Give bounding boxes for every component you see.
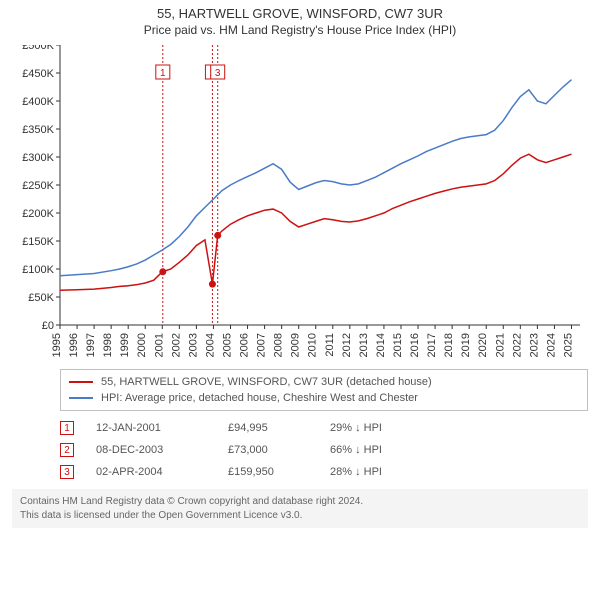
legend: 55, HARTWELL GROVE, WINSFORD, CW7 3UR (d…: [60, 369, 588, 411]
x-tick-label: 2024: [545, 333, 557, 357]
y-tick-label: £500K: [22, 45, 54, 52]
x-tick-label: 2005: [221, 333, 233, 357]
x-tick-label: 2008: [273, 333, 285, 357]
marker-dot: [209, 281, 216, 288]
title-block: 55, HARTWELL GROVE, WINSFORD, CW7 3UR Pr…: [0, 0, 600, 37]
x-tick-label: 2012: [341, 333, 353, 357]
x-tick-label: 1995: [51, 333, 63, 357]
x-tick-label: 2017: [426, 333, 438, 357]
transaction-price: £94,995: [228, 422, 308, 434]
y-tick-label: £450K: [22, 68, 54, 80]
legend-row: HPI: Average price, detached house, Ches…: [69, 390, 579, 406]
x-tick-label: 2016: [409, 333, 421, 357]
x-tick-label: 2011: [324, 333, 336, 357]
y-tick-label: £150K: [22, 236, 54, 248]
x-tick-label: 2000: [136, 333, 148, 357]
marker-dot: [159, 268, 166, 275]
transaction-row: 3 02-APR-2004 £159,950 28% ↓ HPI: [60, 461, 588, 483]
transaction-date: 12-JAN-2001: [96, 422, 206, 434]
x-tick-label: 2023: [528, 333, 540, 357]
marker-number: 3: [215, 68, 221, 79]
legend-label: 55, HARTWELL GROVE, WINSFORD, CW7 3UR (d…: [101, 376, 432, 388]
y-tick-label: £250K: [22, 180, 54, 192]
y-tick-label: £100K: [22, 264, 54, 276]
x-tick-label: 1996: [68, 333, 80, 357]
x-tick-label: 2020: [477, 333, 489, 357]
transaction-date: 08-DEC-2003: [96, 444, 206, 456]
x-tick-label: 2002: [170, 333, 182, 357]
x-tick-label: 2019: [460, 333, 472, 357]
x-tick-label: 2018: [443, 333, 455, 357]
x-tick-label: 2015: [392, 333, 404, 357]
x-tick-label: 2006: [239, 333, 251, 357]
marker-dot: [214, 232, 221, 239]
legend-swatch: [69, 381, 93, 383]
transaction-delta: 29% ↓ HPI: [330, 422, 382, 434]
series-hpi: [60, 80, 571, 276]
x-tick-label: 2014: [375, 333, 387, 357]
y-tick-label: £50K: [28, 292, 54, 304]
transaction-table: 1 12-JAN-2001 £94,995 29% ↓ HPI 2 08-DEC…: [60, 417, 588, 483]
y-tick-label: £0: [42, 320, 54, 332]
x-tick-label: 2022: [511, 333, 523, 357]
legend-row: 55, HARTWELL GROVE, WINSFORD, CW7 3UR (d…: [69, 374, 579, 390]
x-tick-label: 2021: [494, 333, 506, 357]
y-tick-label: £300K: [22, 152, 54, 164]
x-tick-label: 2001: [153, 333, 165, 357]
footnote-line: Contains HM Land Registry data © Crown c…: [20, 495, 580, 509]
transaction-marker: 3: [60, 465, 74, 479]
x-tick-label: 1997: [85, 333, 97, 357]
title-main: 55, HARTWELL GROVE, WINSFORD, CW7 3UR: [0, 6, 600, 21]
x-tick-label: 1999: [119, 333, 131, 357]
transaction-marker: 2: [60, 443, 74, 457]
transaction-delta: 28% ↓ HPI: [330, 466, 382, 478]
transaction-date: 02-APR-2004: [96, 466, 206, 478]
transaction-marker: 1: [60, 421, 74, 435]
x-tick-label: 2010: [307, 333, 319, 357]
chart-container: £0 £50K £100K £150K £200K £250K £300K £350K £400…: [10, 45, 590, 365]
y-tick-label: £200K: [22, 208, 54, 220]
transaction-row: 2 08-DEC-2003 £73,000 66% ↓ HPI: [60, 439, 588, 461]
legend-label: HPI: Average price, detached house, Ches…: [101, 392, 418, 404]
x-tick-label: 2013: [358, 333, 370, 357]
x-tick-label: 1998: [102, 333, 114, 357]
y-tick-label: £350K: [22, 124, 54, 136]
transaction-row: 1 12-JAN-2001 £94,995 29% ↓ HPI: [60, 417, 588, 439]
title-sub: Price paid vs. HM Land Registry's House …: [0, 23, 600, 37]
x-tick-label: 2007: [256, 333, 268, 357]
price-chart: £0 £50K £100K £150K £200K £250K £300K £350K £400…: [10, 45, 590, 365]
y-tick-label: £400K: [22, 96, 54, 108]
legend-swatch: [69, 397, 93, 399]
transaction-price: £159,950: [228, 466, 308, 478]
series-property: [60, 154, 571, 290]
x-tick-label: 2003: [187, 333, 199, 357]
marker-number: 1: [160, 68, 166, 79]
footnote: Contains HM Land Registry data © Crown c…: [12, 489, 588, 528]
transaction-price: £73,000: [228, 444, 308, 456]
x-tick-label: 2004: [204, 333, 216, 357]
footnote-line: This data is licensed under the Open Gov…: [20, 509, 580, 523]
x-tick-label: 2009: [290, 333, 302, 357]
transaction-delta: 66% ↓ HPI: [330, 444, 382, 456]
x-tick-label: 2025: [562, 333, 574, 357]
